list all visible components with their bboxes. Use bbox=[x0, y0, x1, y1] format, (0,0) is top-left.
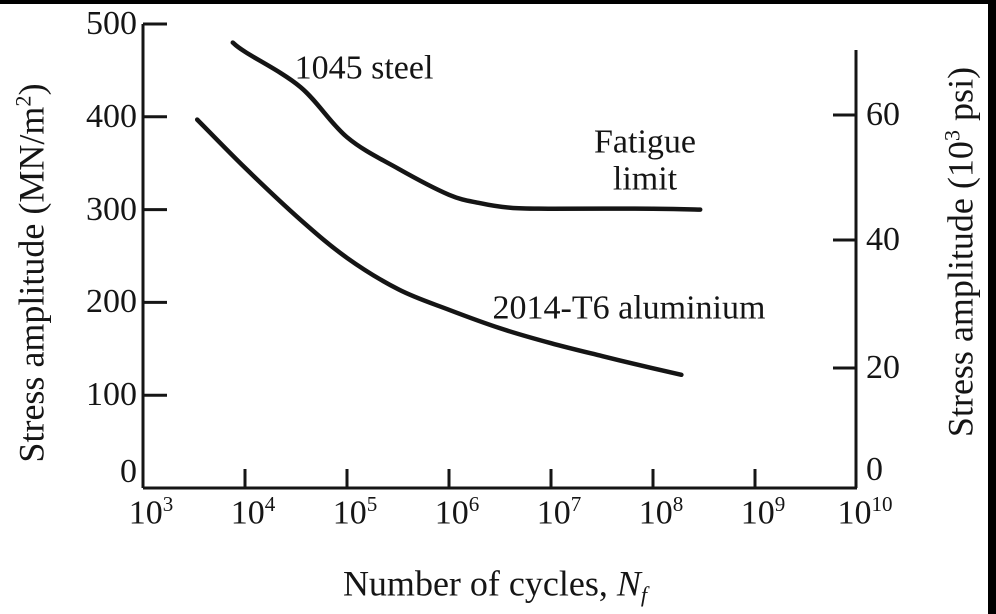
x-tick-label: 107 bbox=[536, 492, 582, 532]
x-axis-title: Number of cycles, Nf bbox=[342, 563, 648, 607]
right-tick-label: 20 bbox=[866, 349, 900, 386]
x-tick-label: 109 bbox=[740, 492, 786, 532]
steel-curve-label: 1045 steel bbox=[294, 49, 434, 87]
fatigue-limit-label: Fatigue limit bbox=[594, 123, 696, 197]
left-tick-label: 300 bbox=[86, 191, 137, 228]
steel-curve bbox=[230, 40, 703, 212]
right-tick-label: 0 bbox=[866, 451, 883, 488]
left-tick-label: 0 bbox=[120, 453, 137, 490]
right-scan-border bbox=[988, 0, 996, 614]
x-tick-label: 103 bbox=[128, 492, 174, 532]
aluminium-curve-label: 2014-T6 aluminium bbox=[492, 289, 766, 327]
left-axis-title: Stress amplitude (MN/m2) bbox=[10, 83, 52, 463]
x-tick-label: 108 bbox=[638, 492, 684, 532]
right-tick-label: 60 bbox=[866, 96, 900, 133]
right-axis-title: Stress amplitude (103 psi) bbox=[939, 66, 981, 438]
right-tick-label: 40 bbox=[866, 221, 900, 258]
x-tick-label: 105 bbox=[332, 492, 378, 532]
left-tick-label: 400 bbox=[86, 98, 137, 135]
left-tick-label: 100 bbox=[86, 376, 137, 413]
x-tick-label: 1010 bbox=[837, 492, 893, 532]
aluminium-curve bbox=[194, 117, 684, 378]
left-tick-label: 500 bbox=[86, 5, 137, 42]
left-tick-label: 200 bbox=[86, 283, 137, 320]
x-tick-label: 106 bbox=[434, 492, 480, 532]
top-scan-border bbox=[0, 0, 996, 4]
x-tick-label: 104 bbox=[230, 492, 276, 532]
